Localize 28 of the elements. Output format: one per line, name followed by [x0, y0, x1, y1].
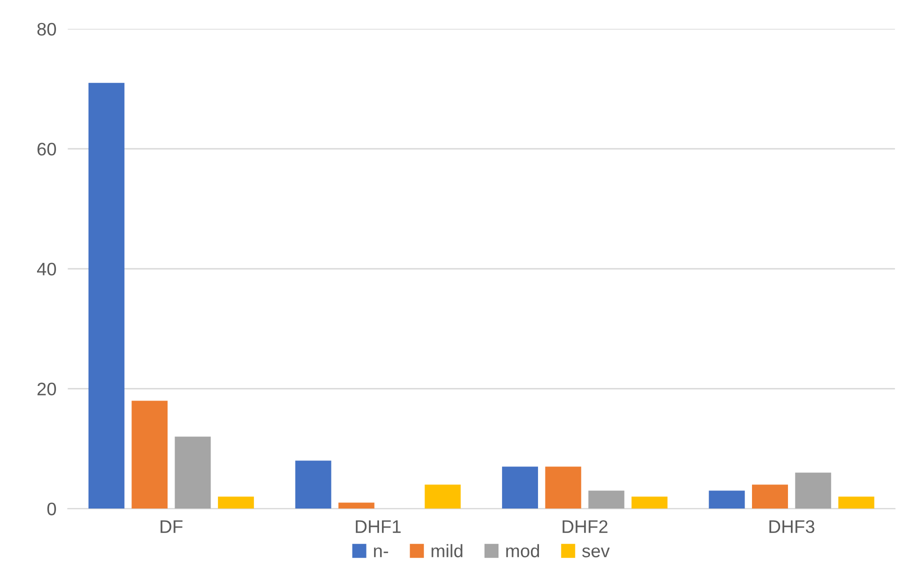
x-tick-label: DHF2	[562, 520, 608, 533]
x-tick-label: DF	[160, 520, 183, 533]
y-tick-label: 40	[37, 262, 56, 276]
x-tick-label: DHF3	[769, 520, 814, 534]
legend-label: mod	[506, 544, 540, 558]
y-tick-label: 60	[38, 142, 56, 156]
legend-label: sev	[582, 547, 610, 558]
bar	[632, 496, 668, 509]
bar	[424, 484, 461, 509]
bar	[295, 460, 332, 509]
x-tick-label: DHF1	[356, 520, 401, 533]
bar	[338, 502, 374, 509]
bar	[838, 496, 874, 509]
bar	[502, 466, 538, 509]
y-tick-label: 20	[38, 382, 56, 396]
bar	[795, 472, 832, 509]
bar	[545, 466, 582, 509]
legend-label: mild	[432, 544, 462, 558]
bar	[708, 490, 745, 509]
bar	[174, 436, 211, 509]
bar	[588, 490, 624, 509]
bar	[752, 484, 788, 509]
bar	[132, 400, 168, 509]
y-tick-label: 0	[47, 502, 56, 516]
bar	[88, 82, 124, 509]
y-tick-label: 80	[37, 22, 56, 36]
bar	[218, 496, 254, 509]
legend-label: n-	[374, 547, 388, 558]
